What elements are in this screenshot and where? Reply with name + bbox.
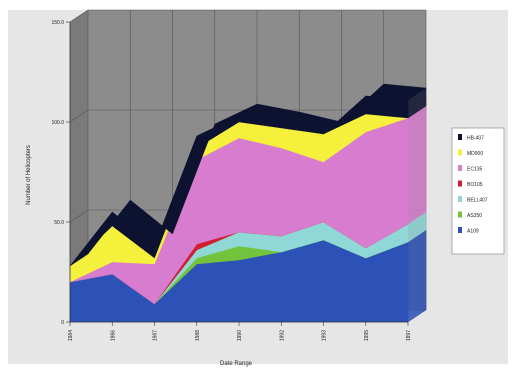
x-tick-label: 1997: [406, 330, 412, 341]
legend-label: A109: [467, 229, 479, 235]
y-tick-label: 150.0: [51, 20, 64, 26]
legend-label: HB-407: [467, 136, 484, 142]
legend-label: BELL407: [467, 198, 488, 204]
legend-swatch: [458, 227, 462, 233]
legend-label: AS350: [467, 213, 482, 219]
legend-swatch: [458, 196, 462, 202]
x-tick-label: 1984: [68, 330, 74, 341]
legend-swatch: [458, 180, 462, 187]
series-side-face: [407, 229, 427, 323]
legend: HB-407 MD900 EC135 BO105 BELL407 AS350 A109: [451, 127, 505, 255]
x-tick-label: 1988: [195, 330, 201, 341]
legend-swatch: [458, 165, 462, 171]
side-gridline: [69, 9, 89, 23]
series-side-face: [407, 87, 427, 119]
x-axis-ticks: 1984 1986 1987 1988 1990 1992 1993 1995 1997: [68, 322, 412, 341]
legend-swatch: [458, 134, 462, 140]
legend-label: EC135: [467, 167, 483, 173]
x-tick-label: 1993: [322, 330, 328, 341]
series-side-face: [407, 105, 427, 225]
legend-box: [451, 127, 505, 255]
x-tick-label: 1992: [279, 330, 285, 341]
series-layer: [69, 83, 427, 323]
legend-label: BO105: [467, 182, 483, 188]
x-tick-label: 1995: [364, 330, 370, 341]
y-axis-title: Number of Helicopters: [26, 145, 32, 205]
y-tick-label: 0: [61, 320, 64, 326]
side-gridline: [69, 109, 89, 123]
side-gridline: [69, 209, 89, 223]
legend-swatch: [458, 211, 462, 218]
x-tick-label: 1986: [110, 330, 116, 341]
legend-label: MD900: [467, 151, 483, 157]
legend-swatch: [458, 149, 462, 156]
y-axis-ticks: 0 50.0 100.0 150.0: [51, 20, 70, 326]
x-tick-label: 1990: [237, 330, 243, 341]
x-axis-title: Date Range: [220, 361, 253, 367]
y-tick-label: 50.0: [54, 220, 64, 226]
y-tick-label: 100.0: [51, 120, 64, 126]
side-wall: [70, 10, 88, 322]
x-tick-label: 1987: [153, 330, 159, 341]
